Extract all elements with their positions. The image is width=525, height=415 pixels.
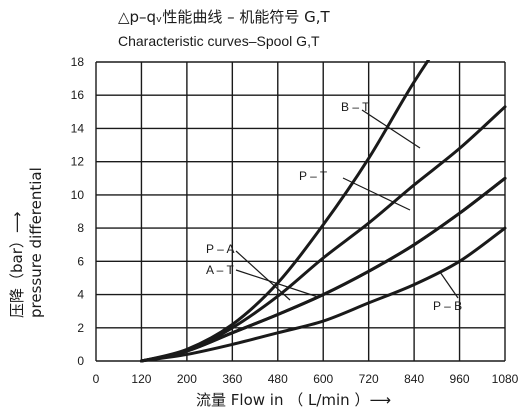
x-tick-label: 360 bbox=[222, 372, 242, 386]
y-tick-label: 16 bbox=[71, 88, 85, 102]
x-tick-label: 120 bbox=[131, 372, 151, 386]
series-curve-bt bbox=[139, 60, 431, 363]
x-tick-label: 600 bbox=[313, 372, 333, 386]
series-label-bt: B – T bbox=[341, 100, 370, 114]
x-tick-label: 200 bbox=[177, 372, 197, 386]
series-labels: B – T P – T P – A A – T P – B bbox=[206, 100, 462, 313]
y-tick-label: 10 bbox=[71, 188, 85, 202]
chart-title: △p–qᵥ性能曲线 – 机能符号 G,T bbox=[118, 8, 331, 26]
x-tick-label: 1080 bbox=[492, 372, 519, 386]
x-tick-label: 480 bbox=[268, 372, 288, 386]
chart-subtitle: Characteristic curves–Spool G,T bbox=[118, 33, 320, 49]
series-curve-at bbox=[139, 176, 507, 363]
leader-line-pb bbox=[439, 271, 459, 299]
x-axis-label: 流量 Flow in （ L/min ）⟶ bbox=[196, 391, 391, 409]
leader-line-at bbox=[235, 269, 319, 298]
series-label-at: A – T bbox=[206, 263, 234, 277]
series-curve-pb bbox=[139, 226, 507, 363]
leader-line-bt bbox=[361, 109, 421, 149]
y-tick-label: 12 bbox=[71, 155, 85, 169]
y-axis-label-en: pressure differential bbox=[27, 167, 45, 318]
series-curves bbox=[139, 60, 507, 363]
y-tick-label: 18 bbox=[71, 55, 85, 69]
x-tick-label: 840 bbox=[404, 372, 424, 386]
y-tick-label: 8 bbox=[77, 221, 84, 235]
series-label-pb: P – B bbox=[433, 299, 462, 313]
x-tick-label: 0 bbox=[93, 372, 100, 386]
grid bbox=[95, 61, 506, 362]
y-tick-label: 6 bbox=[77, 254, 84, 268]
series-label-pa: P – A bbox=[206, 242, 234, 256]
y-tick-label: 2 bbox=[77, 321, 84, 335]
series-label-pt: P – T bbox=[299, 169, 328, 183]
y-axis-label-cn: 压降（bar）⟶ bbox=[8, 212, 26, 318]
x-tick-label: 720 bbox=[359, 372, 379, 386]
leader-line-pt bbox=[342, 177, 411, 211]
y-tick-labels: 0 2 4 6 8 10 12 14 16 18 bbox=[71, 55, 85, 368]
x-tick-label: 960 bbox=[450, 372, 470, 386]
y-tick-label: 14 bbox=[71, 121, 85, 135]
leader-line-pa bbox=[235, 250, 291, 301]
x-tick-labels: 0 120 200 360 480 600 720 840 960 1080 bbox=[93, 372, 519, 386]
y-tick-label: 0 bbox=[77, 354, 84, 368]
y-tick-label: 4 bbox=[77, 288, 84, 302]
